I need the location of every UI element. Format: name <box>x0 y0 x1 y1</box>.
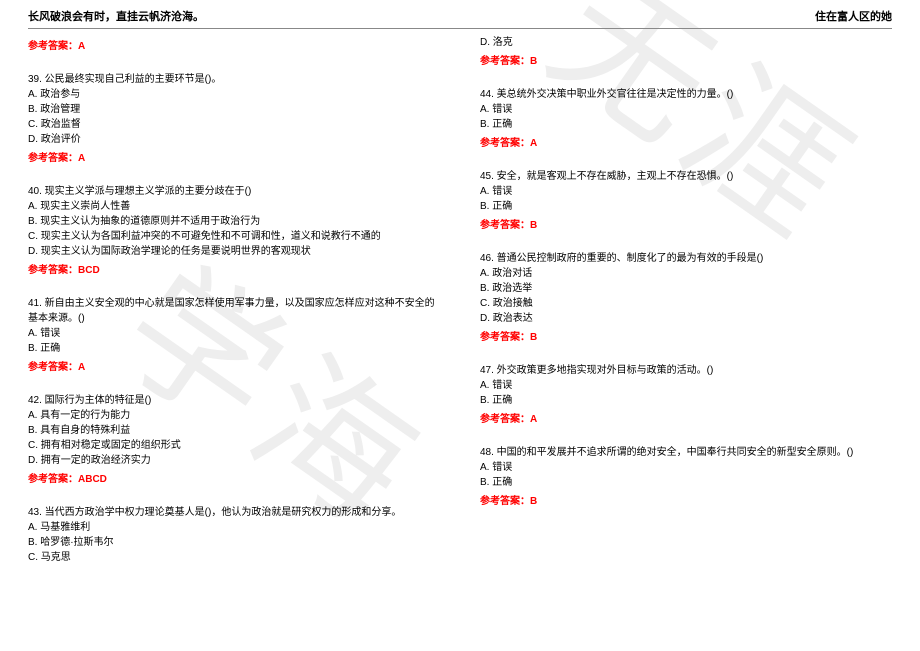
option-c: C. 政治监督 <box>28 117 440 132</box>
option-a: A. 现实主义崇尚人性善 <box>28 199 440 214</box>
question-40: 40. 现实主义学派与理想主义学派的主要分歧在于() A. 现实主义崇尚人性善 … <box>28 184 440 259</box>
question-44: 44. 美总统外交决策中职业外交官往往是决定性的力量。() A. 错误 B. 正… <box>480 87 892 132</box>
question-47: 47. 外交政策更多地指实现对外目标与政策的活动。() A. 错误 B. 正确 <box>480 363 892 408</box>
question-46: 46. 普通公民控制政府的重要的、制度化了的最为有效的手段是() A. 政治对话… <box>480 251 892 326</box>
option-b: B. 正确 <box>480 393 892 408</box>
option-a: A. 错误 <box>480 378 892 393</box>
question-43: 43. 当代西方政治学中权力理论奠基人是()，他认为政治就是研究权力的形成和分享… <box>28 505 440 565</box>
option-a: A. 错误 <box>28 326 440 341</box>
option-b: B. 具有自身的特殊利益 <box>28 423 440 438</box>
option-b: B. 正确 <box>480 199 892 214</box>
answer-label: 参考答案：B <box>480 492 892 507</box>
option-d: D. 政治表达 <box>480 311 892 326</box>
option-a: A. 错误 <box>480 460 892 475</box>
question-text: 40. 现实主义学派与理想主义学派的主要分歧在于() <box>28 184 440 199</box>
option-a: A. 政治参与 <box>28 87 440 102</box>
header-right: 住在富人区的她 <box>815 8 892 24</box>
answer-label: 参考答案：B <box>480 328 892 343</box>
right-column: D. 洛克 参考答案：B 44. 美总统外交决策中职业外交官往往是决定性的力量。… <box>460 29 892 567</box>
option-b: B. 哈罗德·拉斯韦尔 <box>28 535 440 550</box>
option-c: C. 现实主义认为各国利益冲突的不可避免性和不可调和性，道义和说教行不通的 <box>28 229 440 244</box>
option-c: C. 政治接触 <box>480 296 892 311</box>
option-b: B. 正确 <box>480 117 892 132</box>
option-d: D. 现实主义认为国际政治学理论的任务是要说明世界的客观现状 <box>28 244 440 259</box>
question-48: 48. 中国的和平发展并不追求所谓的绝对安全，中国奉行共同安全的新型安全原则。(… <box>480 445 892 490</box>
option-b: B. 现实主义认为抽象的道德原则并不适用于政治行为 <box>28 214 440 229</box>
option-b: B. 正确 <box>28 341 440 356</box>
answer-label: 参考答案：B <box>480 52 892 67</box>
answer-label: 参考答案：A <box>28 149 440 164</box>
option-a: A. 政治对话 <box>480 266 892 281</box>
question-39: 39. 公民最终实现自己利益的主要环节是()。 A. 政治参与 B. 政治管理 … <box>28 72 440 147</box>
option-d: D. 洛克 <box>480 35 892 50</box>
question-text: 48. 中国的和平发展并不追求所谓的绝对安全，中国奉行共同安全的新型安全原则。(… <box>480 445 892 460</box>
option-c: C. 拥有相对稳定或固定的组织形式 <box>28 438 440 453</box>
option-a: A. 错误 <box>480 184 892 199</box>
answer-label: 参考答案：A <box>28 37 440 52</box>
option-b: B. 政治选举 <box>480 281 892 296</box>
question-text: 39. 公民最终实现自己利益的主要环节是()。 <box>28 72 440 87</box>
question-text: 41. 新自由主义安全观的中心就是国家怎样使用军事力量，以及国家应怎样应对这种不… <box>28 296 440 326</box>
question-41: 41. 新自由主义安全观的中心就是国家怎样使用军事力量，以及国家应怎样应对这种不… <box>28 296 440 356</box>
question-42: 42. 国际行为主体的特征是() A. 具有一定的行为能力 B. 具有自身的特殊… <box>28 393 440 468</box>
option-a: A. 错误 <box>480 102 892 117</box>
option-d: D. 拥有一定的政治经济实力 <box>28 453 440 468</box>
page-header: 长风破浪会有时，直挂云帆济沧海。 住在富人区的她 <box>0 0 920 28</box>
question-text: 43. 当代西方政治学中权力理论奠基人是()，他认为政治就是研究权力的形成和分享… <box>28 505 440 520</box>
question-text: 46. 普通公民控制政府的重要的、制度化了的最为有效的手段是() <box>480 251 892 266</box>
question-text: 45. 安全，就是客观上不存在威胁，主观上不存在恐惧。() <box>480 169 892 184</box>
answer-label: 参考答案：ABCD <box>28 470 440 485</box>
option-b: B. 正确 <box>480 475 892 490</box>
answer-label: 参考答案：B <box>480 216 892 231</box>
header-left: 长风破浪会有时，直挂云帆济沧海。 <box>28 8 204 24</box>
answer-label: 参考答案：A <box>480 410 892 425</box>
answer-label: 参考答案：A <box>480 134 892 149</box>
question-text: 44. 美总统外交决策中职业外交官往往是决定性的力量。() <box>480 87 892 102</box>
question-text: 42. 国际行为主体的特征是() <box>28 393 440 408</box>
answer-label: 参考答案：A <box>28 358 440 373</box>
answer-label: 参考答案：BCD <box>28 261 440 276</box>
option-b: B. 政治管理 <box>28 102 440 117</box>
option-c: C. 马克思 <box>28 550 440 565</box>
option-a: A. 具有一定的行为能力 <box>28 408 440 423</box>
option-d: D. 政治评价 <box>28 132 440 147</box>
left-column: 参考答案：A 39. 公民最终实现自己利益的主要环节是()。 A. 政治参与 B… <box>28 29 460 567</box>
option-a: A. 马基雅维利 <box>28 520 440 535</box>
content-area: 参考答案：A 39. 公民最终实现自己利益的主要环节是()。 A. 政治参与 B… <box>0 29 920 567</box>
question-45: 45. 安全，就是客观上不存在威胁，主观上不存在恐惧。() A. 错误 B. 正… <box>480 169 892 214</box>
question-text: 47. 外交政策更多地指实现对外目标与政策的活动。() <box>480 363 892 378</box>
